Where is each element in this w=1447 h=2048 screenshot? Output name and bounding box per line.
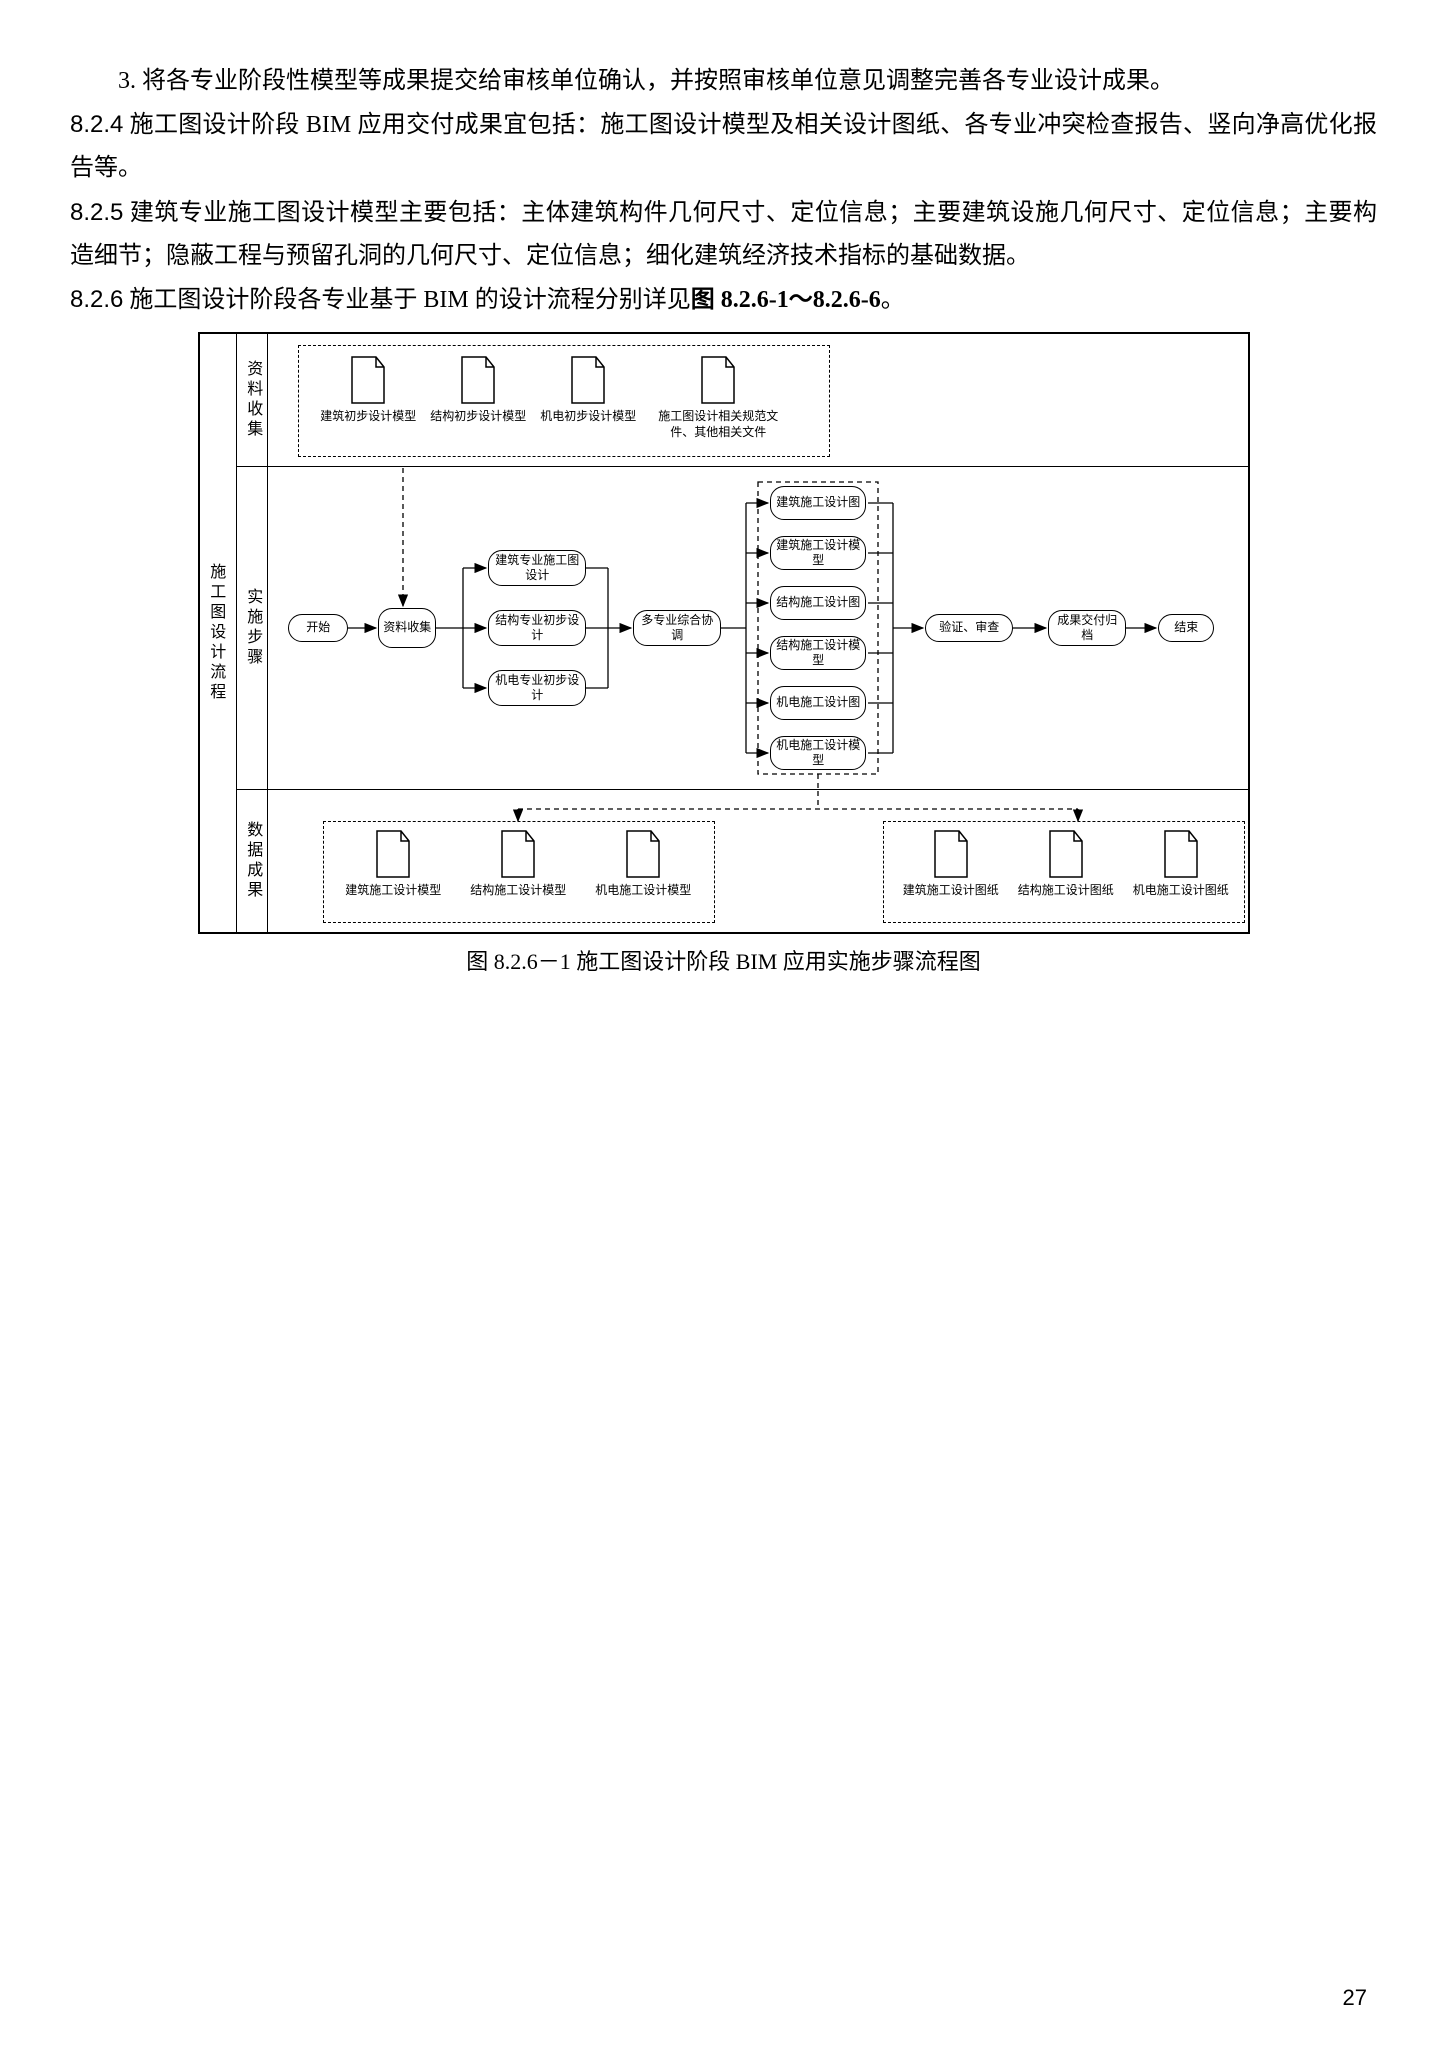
row-label-3: 数据成果 [238,821,267,901]
paragraph-825: 8.2.5 建筑专业施工图设计模型主要包括：主体建筑构件几何尺寸、定位信息；主要… [70,191,1377,278]
doc-mep-prelim: 机电初步设计模型 [538,355,638,425]
document-icon [568,355,608,405]
section-number: 8.2.6 [70,286,123,313]
figure-reference: 图 8.2.6-1～8.2.6-6 [691,287,881,313]
row-label-1: 资料收集 [238,360,267,440]
section-text-a: 施工图设计阶段各专业基于 BIM 的设计流程分别详见 [123,287,690,313]
node-verify: 验证、审查 [925,614,1013,642]
figure-caption: 图 8.2.6－1 施工图设计阶段 BIM 应用实施步骤流程图 [70,942,1377,982]
doc-arch-prelim: 建筑初步设计模型 [318,355,418,425]
section-text: 建筑专业施工图设计模型主要包括：主体建筑构件几何尺寸、定位信息；主要建筑设施几何… [70,200,1377,269]
section-number: 8.2.4 [70,111,123,138]
paragraph-824: 8.2.4 施工图设计阶段 BIM 应用交付成果宜包括：施工图设计模型及相关设计… [70,103,1377,190]
flowchart-figure: 施工图设计流程 资料收集 建筑初步设计模型 结构初步设计模型 机电初步设计模型 … [198,332,1250,934]
document-icon [623,829,663,879]
document-icon [348,355,388,405]
doc-out-mep-model: 机电施工设计模型 [588,829,698,899]
doc-spec-files: 施工图设计相关规范文件、其他相关文件 [648,355,788,440]
node-out2: 建筑施工设计模型 [770,536,866,570]
document-icon [1046,829,1086,879]
node-out5: 机电施工设计图 [770,686,866,720]
node-arch-design: 建筑专业施工图设计 [488,550,586,586]
document-icon [931,829,971,879]
node-end: 结束 [1158,614,1214,642]
doc-struct-prelim: 结构初步设计模型 [428,355,528,425]
node-out1: 建筑施工设计图 [770,486,866,520]
doc-out-struct-drawing: 结构施工设计图纸 [1013,829,1118,899]
doc-out-mep-drawing: 机电施工设计图纸 [1128,829,1233,899]
node-struct-design: 结构专业初步设计 [488,610,586,646]
document-icon [373,829,413,879]
section-text-c: 。 [881,287,905,313]
page-number: 27 [1343,1978,1367,2018]
node-deliver: 成果交付归档 [1048,610,1126,646]
paragraph-3: 3. 将各专业阶段性模型等成果提交给审核单位确认，并按照审核单位意见调整完善各专… [70,60,1377,103]
section-text: 施工图设计阶段 BIM 应用交付成果宜包括：施工图设计模型及相关设计图纸、各专业… [70,112,1377,181]
node-coord: 多专业综合协调 [633,610,721,646]
node-out3: 结构施工设计图 [770,586,866,620]
main-left-label: 施工图设计流程 [201,563,230,703]
node-start: 开始 [288,614,348,642]
node-collect: 资料收集 [378,608,436,648]
node-out4: 结构施工设计模型 [770,636,866,670]
row-label-2: 实施步骤 [238,588,267,668]
document-icon [498,829,538,879]
document-icon [458,355,498,405]
document-icon [698,355,738,405]
node-mep-design: 机电专业初步设计 [488,670,586,706]
section-number: 8.2.5 [70,199,123,226]
doc-out-arch-drawing: 建筑施工设计图纸 [898,829,1003,899]
doc-out-struct-model: 结构施工设计模型 [463,829,573,899]
node-out6: 机电施工设计模型 [770,736,866,770]
doc-out-arch-model: 建筑施工设计模型 [338,829,448,899]
paragraph-826: 8.2.6 施工图设计阶段各专业基于 BIM 的设计流程分别详见图 8.2.6-… [70,278,1377,322]
document-icon [1161,829,1201,879]
